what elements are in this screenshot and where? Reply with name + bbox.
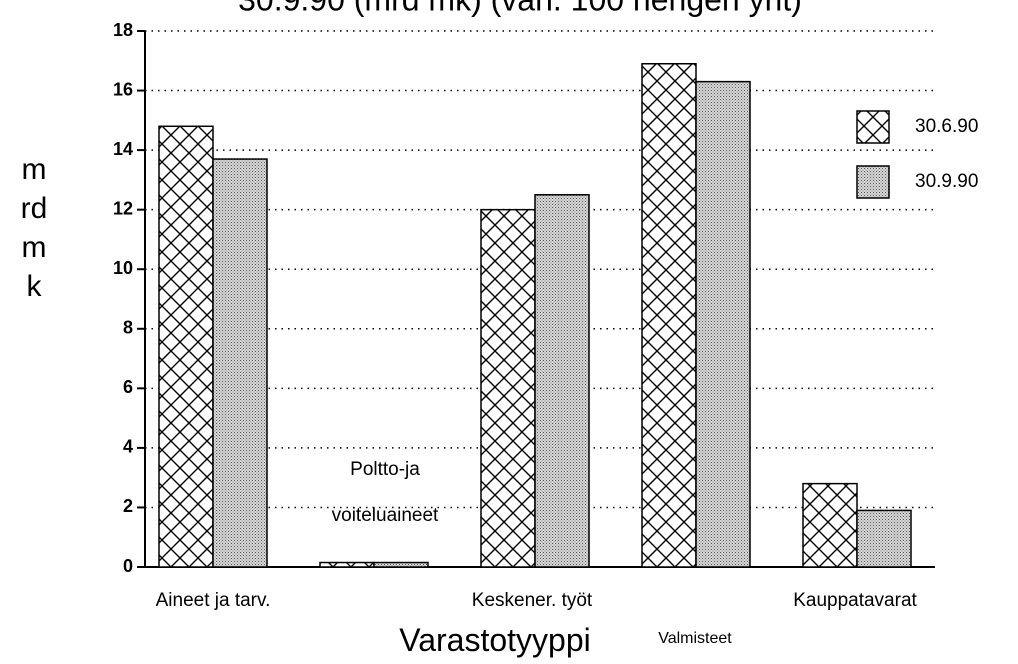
bar [158,125,214,568]
bar [319,561,375,568]
x-tick-label: Aineet ja tarv. [155,590,271,611]
bar [212,158,268,568]
y-tick-label: 2 [123,496,133,516]
y-tick-label: 18 [113,20,133,40]
x-tick-label: Valmisteet [658,630,732,647]
legend-label: 30.9.90 [915,171,978,192]
bar [480,208,536,568]
y-tick-label: 12 [113,198,133,218]
bar [534,194,590,568]
bar [373,561,429,568]
y-axis-label: mrd mk [20,153,48,303]
x-axis-label: Varastotyyppi [399,622,591,658]
legend-swatch [856,110,890,144]
y-tick-label: 8 [123,318,133,338]
x-tick-label: Kauppatavarat [793,590,917,611]
y-tick-label: 10 [113,258,133,278]
y-tick-label: 16 [113,79,133,99]
bar [856,509,912,568]
y-tick-label: 6 [123,377,133,397]
y-tick-label: 4 [123,437,133,457]
bar [802,482,858,568]
legend-swatch [856,165,890,199]
chart-title: 30.9.90 (mrd mk) (väh. 100 hengen yrit) [238,0,802,17]
x-tick-label: Poltto-ja voiteluaineet [331,459,439,526]
y-tick-label: 14 [113,139,133,159]
bar [695,80,751,568]
y-tick-label: 0 [123,556,133,576]
x-tick-label: Keskener. työt [471,590,593,611]
legend-label: 30.6.90 [915,116,978,137]
bar [641,63,697,568]
